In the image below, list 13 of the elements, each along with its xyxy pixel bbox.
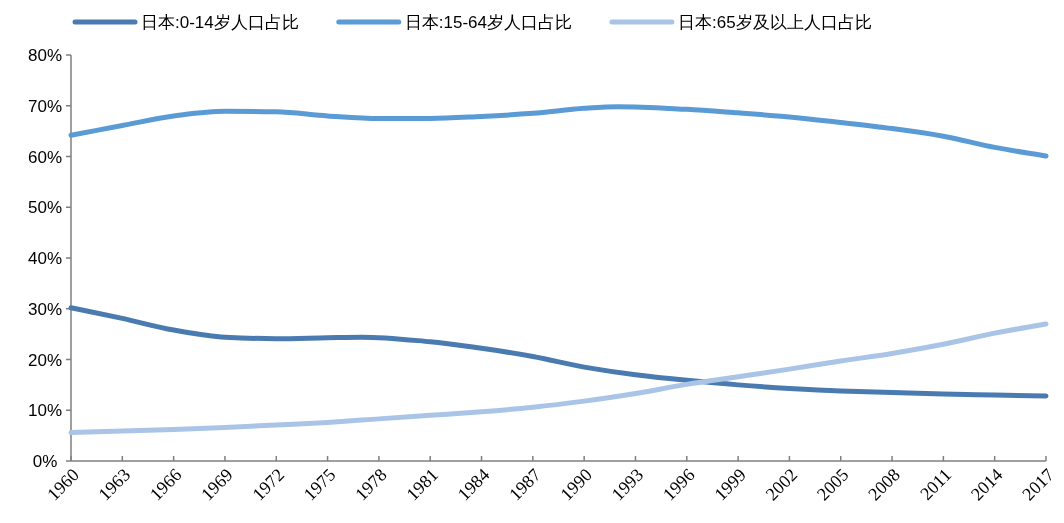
legend-label: 日本:0-14岁人口占比: [141, 13, 299, 32]
y-tick-label: 70%: [27, 96, 63, 116]
y-tick-label: 10%: [27, 401, 63, 421]
y-tick-label: 40%: [27, 249, 63, 268]
y-tick-label: 0%: [32, 452, 58, 471]
legend-label: 日本:65岁及以上人口占比: [677, 13, 872, 32]
y-tick-label: 50%: [27, 198, 63, 218]
y-tick-label: 60%: [27, 147, 63, 167]
y-tick-label: 80%: [27, 46, 63, 65]
y-tick-label: 30%: [27, 299, 63, 319]
y-tick-label: 20%: [27, 350, 63, 370]
legend-label: 日本:15-64岁人口占比: [404, 13, 572, 32]
x-tick-label: 1981: [402, 464, 443, 505]
